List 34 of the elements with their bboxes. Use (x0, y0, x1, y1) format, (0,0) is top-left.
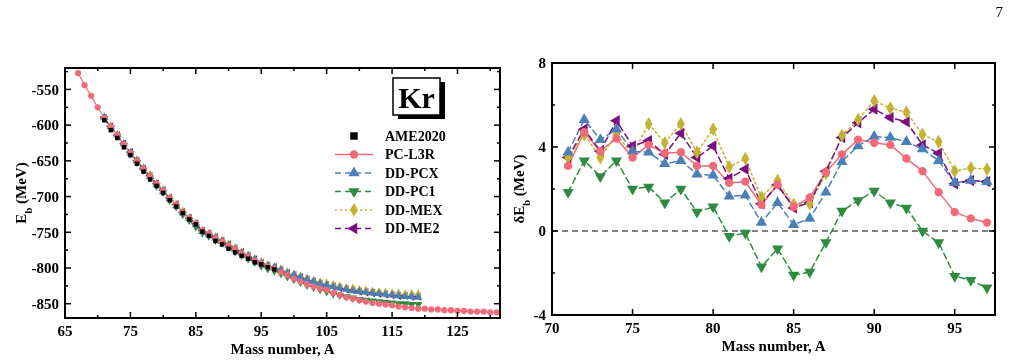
x-tick-label: 115 (381, 323, 403, 339)
y-tick-label: -650 (31, 153, 59, 170)
y-tick-label: 0 (538, 223, 546, 240)
x-axis-title: Mass number, A (721, 338, 826, 354)
y-tick-label: -850 (31, 295, 59, 312)
legend-label: AME2020 (385, 128, 446, 144)
y-tick-label: -750 (31, 224, 59, 241)
x-tick-label: 75 (625, 320, 641, 336)
x-tick-label: 85 (188, 323, 204, 339)
legend-label: DD-ME2 (385, 221, 440, 237)
y-tick-label: -800 (31, 260, 59, 277)
annotation: Kr (398, 81, 435, 114)
x-tick-label: 95 (253, 323, 269, 339)
y-tick-label: -550 (31, 81, 59, 98)
text: 7 (995, 4, 1004, 20)
y-tick-label: -4 (533, 307, 547, 324)
legend-label: DD-PCX (385, 165, 439, 181)
x-tick-label: 80 (705, 320, 721, 336)
x-tick-label: 95 (947, 320, 963, 336)
y-tick-label: 4 (538, 139, 547, 156)
x-tick-label: 105 (315, 323, 338, 339)
x-tick-label: 65 (57, 323, 73, 339)
x-tick-label: 90 (866, 320, 882, 336)
y-tick-label: 8 (538, 55, 546, 72)
x-tick-label: 70 (544, 320, 560, 336)
y-tick-label: -700 (31, 188, 59, 205)
x-tick-label: 125 (446, 323, 469, 339)
legend-label: PC-L3R (385, 147, 436, 163)
y-tick-label: -600 (31, 117, 59, 134)
x-axis-title: Mass number, A (230, 341, 335, 357)
x-tick-label: 85 (786, 320, 802, 336)
legend-label: DD-PC1 (385, 184, 436, 200)
legend-label: DD-MEX (385, 202, 443, 218)
x-tick-label: 75 (122, 323, 138, 339)
